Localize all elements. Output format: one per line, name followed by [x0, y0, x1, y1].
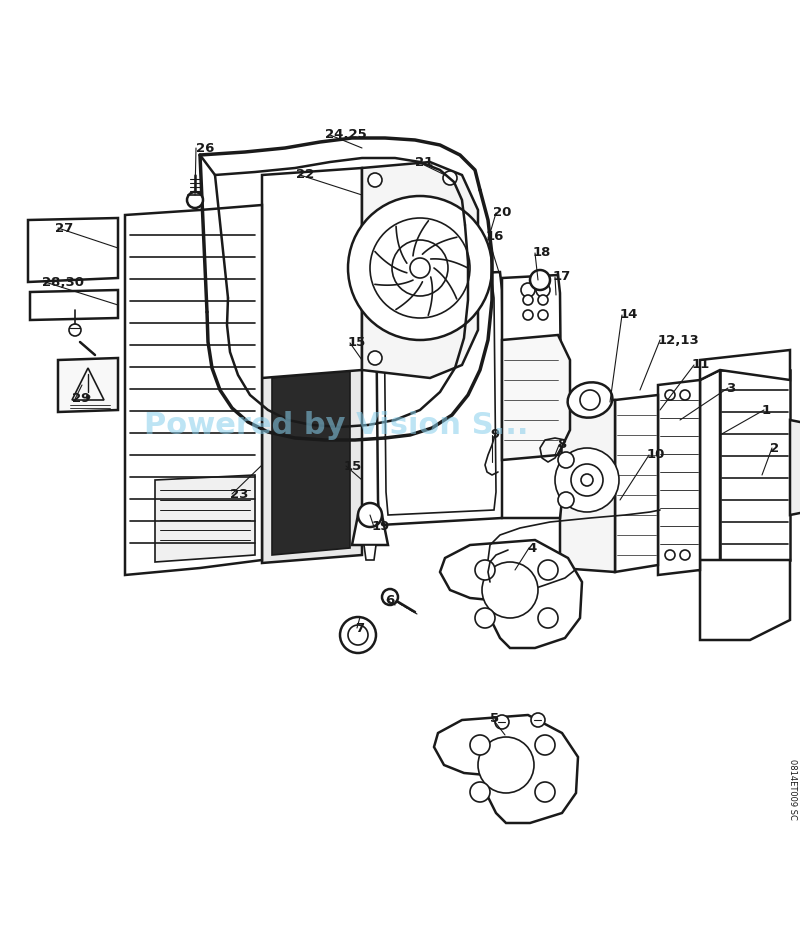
Ellipse shape: [568, 382, 612, 417]
Circle shape: [523, 295, 533, 305]
Text: 7: 7: [355, 622, 364, 635]
Polygon shape: [434, 715, 578, 823]
Text: 14: 14: [620, 309, 638, 321]
Text: 0814ET009 SC: 0814ET009 SC: [787, 759, 797, 820]
Polygon shape: [155, 475, 255, 562]
Text: 24,25: 24,25: [325, 128, 366, 141]
Polygon shape: [440, 540, 582, 648]
Polygon shape: [262, 362, 362, 563]
Text: 27: 27: [55, 222, 74, 235]
Circle shape: [535, 782, 555, 802]
Circle shape: [470, 735, 490, 755]
Circle shape: [538, 295, 548, 305]
Circle shape: [86, 395, 90, 399]
Text: 23: 23: [230, 488, 248, 501]
Polygon shape: [502, 275, 562, 518]
Circle shape: [558, 452, 574, 468]
Circle shape: [370, 218, 470, 318]
Circle shape: [538, 608, 558, 628]
Circle shape: [531, 713, 545, 727]
Text: 5: 5: [490, 711, 499, 724]
Circle shape: [358, 503, 382, 527]
Circle shape: [340, 617, 376, 653]
Circle shape: [571, 464, 603, 496]
Circle shape: [475, 608, 495, 628]
Text: 15: 15: [348, 337, 366, 349]
Circle shape: [555, 448, 619, 512]
Circle shape: [348, 196, 492, 340]
Polygon shape: [30, 290, 118, 320]
Polygon shape: [272, 370, 350, 555]
Text: 15: 15: [344, 460, 362, 473]
Circle shape: [523, 310, 533, 320]
Text: 8: 8: [557, 438, 566, 451]
Text: 29: 29: [72, 392, 90, 405]
Polygon shape: [502, 335, 570, 460]
Circle shape: [410, 258, 430, 278]
Circle shape: [69, 324, 81, 336]
Circle shape: [538, 560, 558, 580]
Text: 11: 11: [692, 358, 710, 372]
Circle shape: [368, 173, 382, 187]
Polygon shape: [362, 162, 478, 378]
Polygon shape: [615, 395, 658, 572]
Circle shape: [392, 240, 448, 296]
Circle shape: [665, 390, 675, 400]
Text: 12,13: 12,13: [658, 333, 700, 346]
Circle shape: [680, 390, 690, 400]
Circle shape: [680, 550, 690, 560]
Polygon shape: [28, 218, 118, 282]
Polygon shape: [790, 420, 800, 515]
Circle shape: [475, 560, 495, 580]
Polygon shape: [364, 545, 376, 560]
Circle shape: [187, 192, 203, 208]
Circle shape: [581, 474, 593, 486]
Text: 18: 18: [533, 246, 551, 259]
Circle shape: [580, 390, 600, 410]
Polygon shape: [125, 205, 262, 575]
Text: 3: 3: [726, 382, 735, 394]
Circle shape: [368, 351, 382, 365]
Text: 10: 10: [647, 448, 666, 461]
Text: 17: 17: [553, 271, 571, 284]
Polygon shape: [700, 560, 790, 640]
Text: 21: 21: [415, 155, 434, 168]
Text: 19: 19: [372, 520, 390, 534]
Text: 28,30: 28,30: [42, 275, 84, 288]
Circle shape: [478, 737, 534, 793]
Circle shape: [348, 625, 368, 645]
Circle shape: [665, 550, 675, 560]
Polygon shape: [262, 168, 362, 378]
Circle shape: [382, 589, 398, 605]
Circle shape: [536, 283, 550, 297]
Polygon shape: [700, 370, 720, 570]
Text: 16: 16: [486, 230, 504, 243]
Circle shape: [538, 310, 548, 320]
Circle shape: [535, 735, 555, 755]
Text: 2: 2: [770, 442, 779, 455]
Ellipse shape: [530, 270, 550, 290]
Circle shape: [470, 782, 490, 802]
Polygon shape: [560, 395, 615, 572]
Text: 1: 1: [762, 403, 771, 417]
Polygon shape: [352, 515, 388, 545]
Polygon shape: [658, 380, 700, 575]
Polygon shape: [720, 370, 790, 560]
Text: 4: 4: [527, 542, 536, 554]
Polygon shape: [58, 358, 118, 412]
Circle shape: [521, 283, 535, 297]
Circle shape: [482, 562, 538, 618]
Text: 20: 20: [493, 207, 511, 220]
Polygon shape: [700, 350, 790, 380]
Circle shape: [558, 492, 574, 508]
Circle shape: [495, 715, 509, 729]
Text: 6: 6: [385, 593, 394, 607]
Text: 9: 9: [490, 429, 499, 442]
Circle shape: [443, 171, 457, 185]
Text: 26: 26: [196, 141, 214, 154]
Text: Powered by Vision S...: Powered by Vision S...: [144, 412, 528, 440]
Text: 22: 22: [296, 168, 314, 182]
